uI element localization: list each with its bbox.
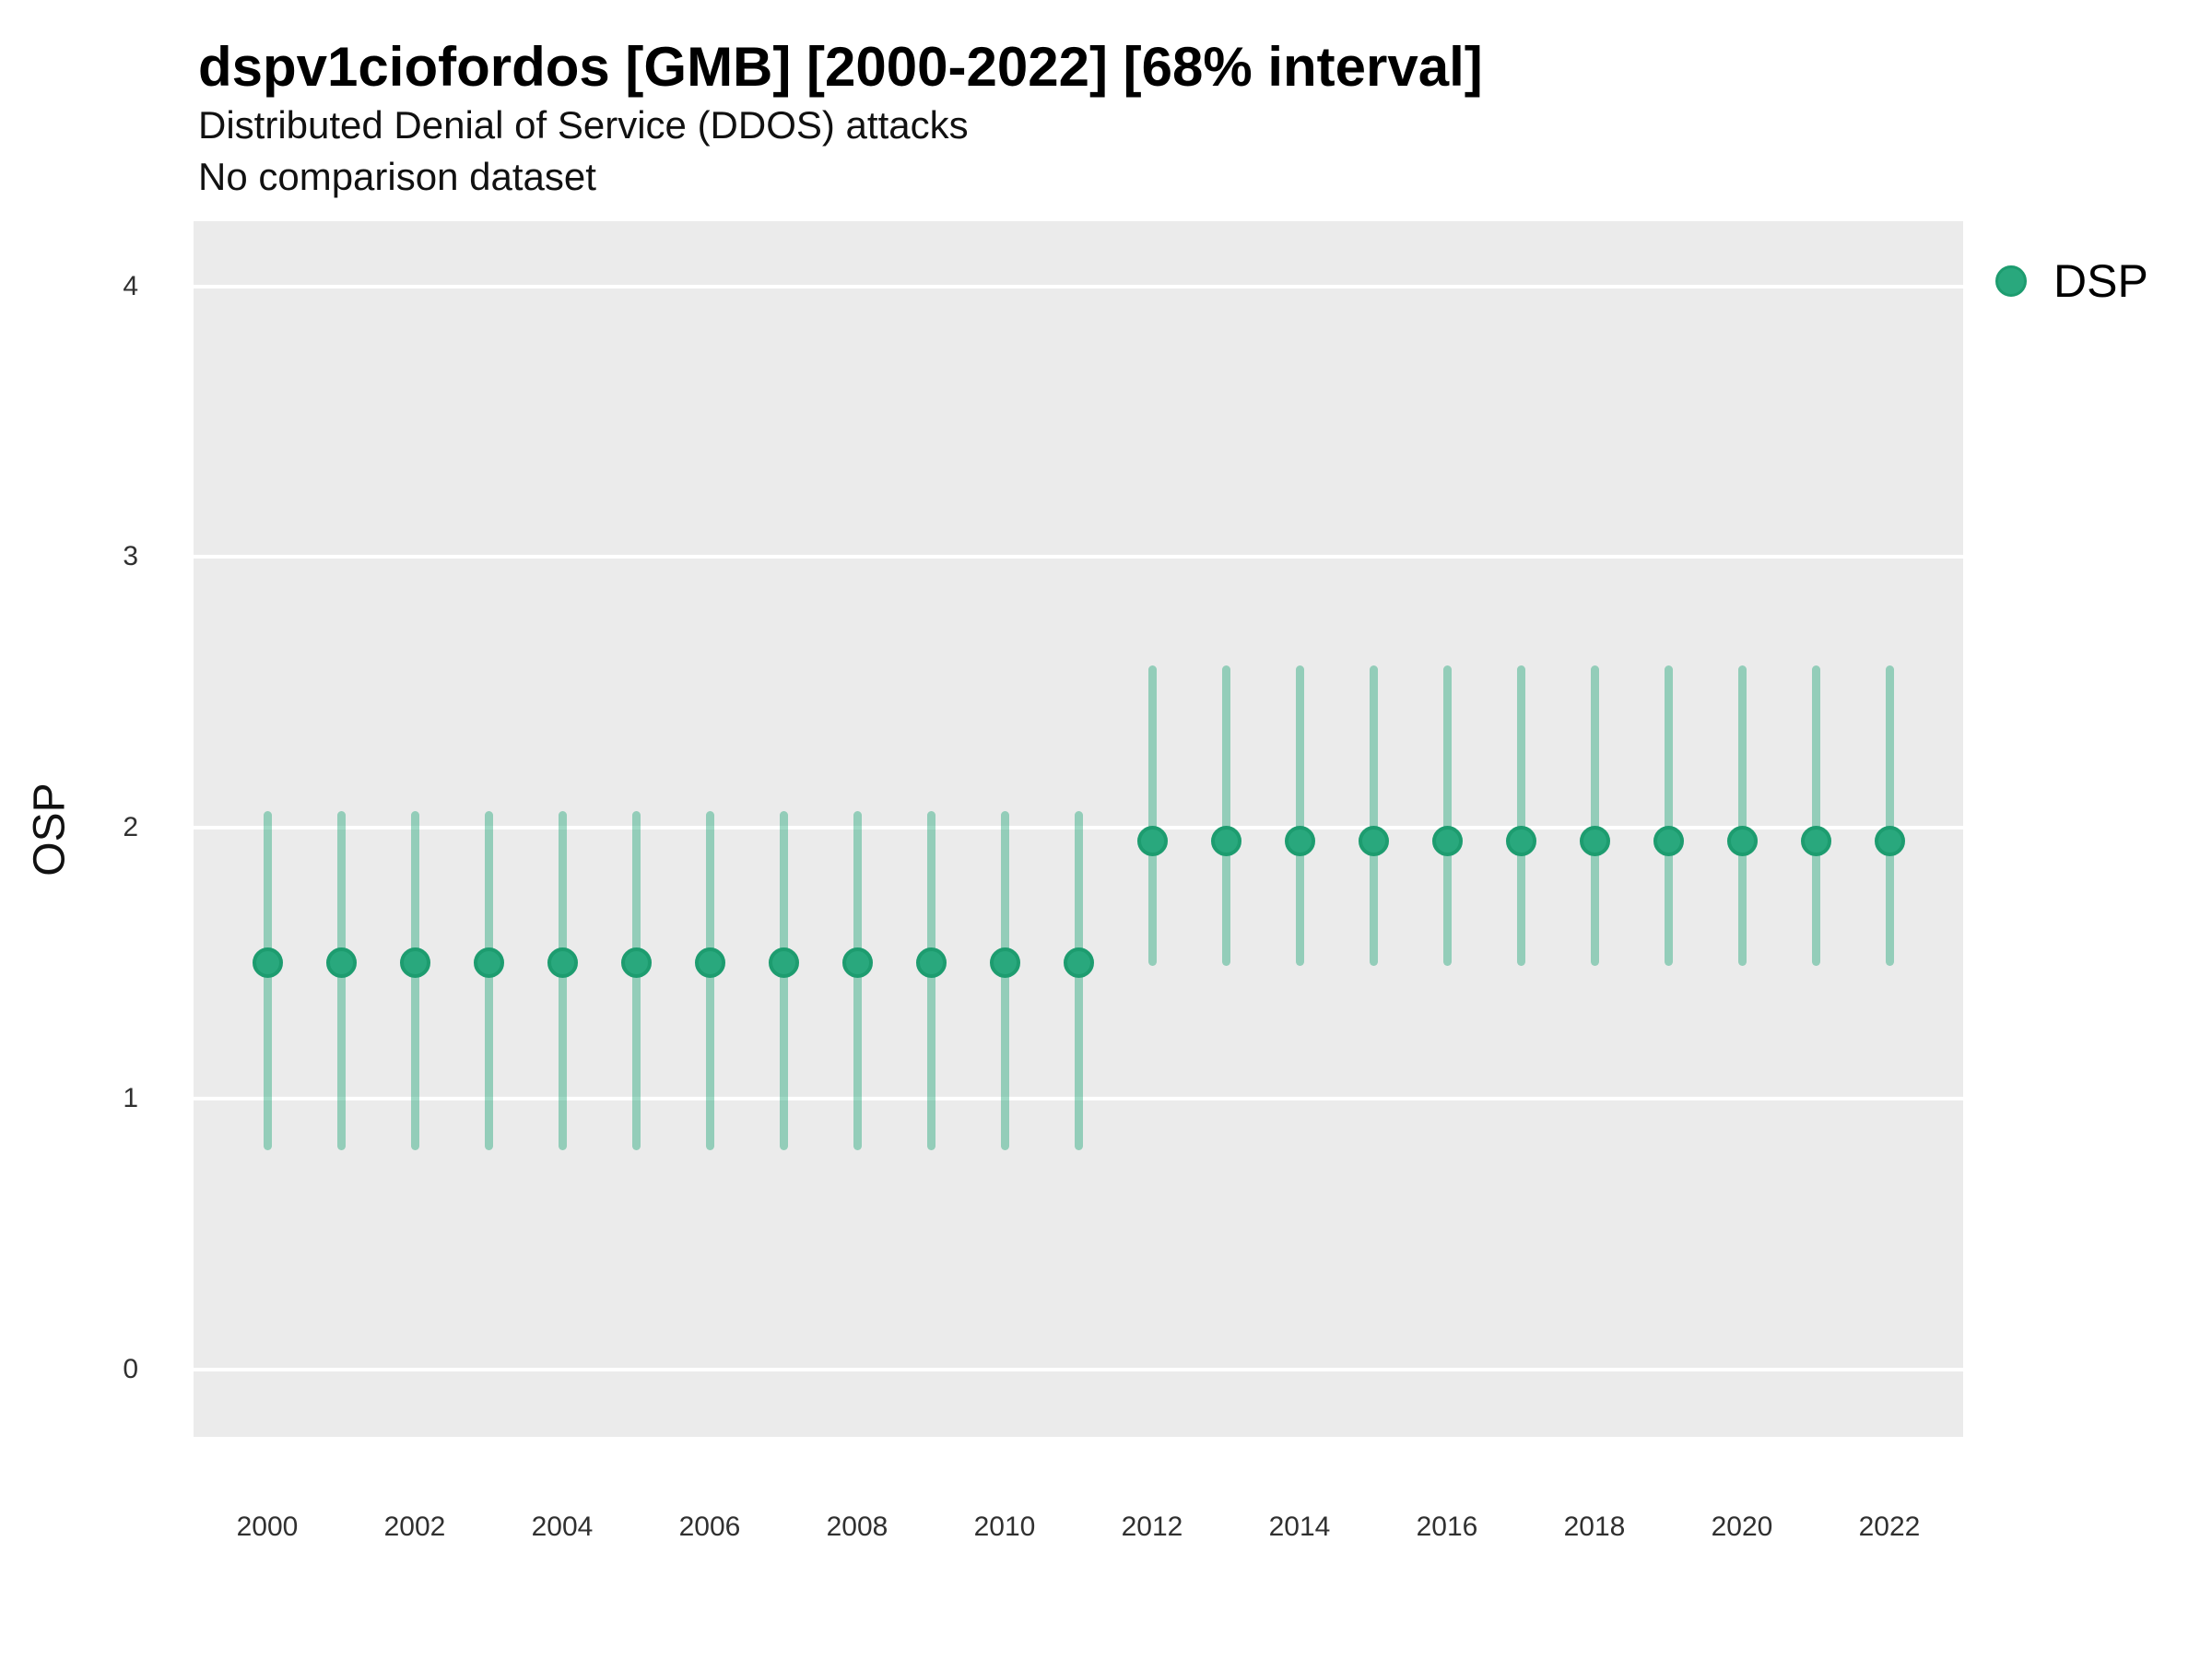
x-tick-label-2006: 2006 — [678, 1512, 741, 1542]
data-point-2008 — [841, 947, 873, 979]
error-bar-2021 — [1811, 665, 1820, 966]
data-point-2004 — [547, 947, 578, 979]
x-tick-label-2002: 2002 — [383, 1512, 446, 1542]
gridline-y-1 — [194, 1096, 1963, 1100]
error-bar-2019 — [1664, 665, 1673, 966]
error-bar-2010 — [1000, 811, 1009, 1150]
error-bar-2016 — [1442, 665, 1452, 966]
data-point-2021 — [1800, 826, 1831, 857]
x-tick-label-2014: 2014 — [1268, 1512, 1331, 1542]
error-bar-2013 — [1221, 665, 1230, 966]
error-bar-2000 — [263, 811, 272, 1150]
chart-subtitle: Distributed Denial of Service (DDOS) att… — [198, 103, 969, 147]
data-point-2001 — [325, 947, 357, 979]
y-tick-label-0: 0 — [123, 1353, 138, 1384]
error-bar-2008 — [853, 811, 862, 1150]
error-bar-2022 — [1885, 665, 1894, 966]
data-point-2007 — [768, 947, 799, 979]
y-tick-label-2: 2 — [123, 812, 138, 843]
data-point-2022 — [1874, 826, 1905, 857]
x-tick-label-2004: 2004 — [531, 1512, 594, 1542]
error-bar-2015 — [1369, 665, 1378, 966]
y-tick-label-4: 4 — [123, 270, 138, 301]
data-point-2011 — [1063, 947, 1094, 979]
x-tick-label-2018: 2018 — [1563, 1512, 1626, 1542]
y-tick-label-1: 1 — [123, 1082, 138, 1113]
data-point-2018 — [1579, 826, 1610, 857]
data-point-2006 — [694, 947, 725, 979]
gridline-y-0 — [194, 1367, 1963, 1371]
data-point-2012 — [1136, 826, 1168, 857]
error-bar-2002 — [410, 811, 419, 1150]
legend-label-dsp: DSP — [2053, 255, 2148, 307]
error-bar-2001 — [336, 811, 346, 1150]
gridline-y-2 — [194, 826, 1963, 830]
error-bar-2006 — [705, 811, 714, 1150]
error-bar-2018 — [1590, 665, 1599, 966]
data-point-2003 — [473, 947, 504, 979]
data-point-2016 — [1431, 826, 1463, 857]
data-point-2015 — [1358, 826, 1389, 857]
error-bar-2003 — [484, 811, 493, 1150]
error-bar-2005 — [631, 811, 641, 1150]
error-bar-2017 — [1516, 665, 1525, 966]
data-point-2020 — [1726, 826, 1758, 857]
data-point-2017 — [1505, 826, 1536, 857]
chart-title: dspv1ciofordos [GMB] [2000-2022] [68% in… — [198, 36, 1483, 98]
x-tick-label-2020: 2020 — [1711, 1512, 1773, 1542]
data-point-2000 — [252, 947, 283, 979]
data-point-2010 — [989, 947, 1020, 979]
error-bar-2011 — [1074, 811, 1083, 1150]
x-tick-label-2012: 2012 — [1121, 1512, 1183, 1542]
legend: DSP — [1995, 254, 2148, 308]
y-tick-label-3: 3 — [123, 541, 138, 572]
error-bar-2014 — [1295, 665, 1304, 966]
error-bar-2020 — [1737, 665, 1747, 966]
x-tick-label-2016: 2016 — [1416, 1512, 1478, 1542]
x-tick-label-2010: 2010 — [973, 1512, 1036, 1542]
gridline-y-3 — [194, 555, 1963, 559]
error-bar-2004 — [558, 811, 567, 1150]
data-point-2014 — [1284, 826, 1315, 857]
data-point-2002 — [399, 947, 430, 979]
plot-area — [194, 221, 1963, 1437]
legend-marker-dsp-icon — [1995, 265, 2027, 297]
error-bar-2007 — [779, 811, 788, 1150]
error-bar-2012 — [1147, 665, 1157, 966]
x-tick-label-2022: 2022 — [1858, 1512, 1921, 1542]
x-tick-label-2000: 2000 — [236, 1512, 299, 1542]
x-tick-label-2008: 2008 — [826, 1512, 888, 1542]
data-point-2009 — [915, 947, 947, 979]
gridline-y-4 — [194, 284, 1963, 288]
error-bar-2009 — [926, 811, 935, 1150]
data-point-2005 — [620, 947, 652, 979]
data-point-2019 — [1653, 826, 1684, 857]
comparison-dataset-note: No comparison dataset — [198, 155, 596, 198]
data-point-2013 — [1210, 826, 1241, 857]
